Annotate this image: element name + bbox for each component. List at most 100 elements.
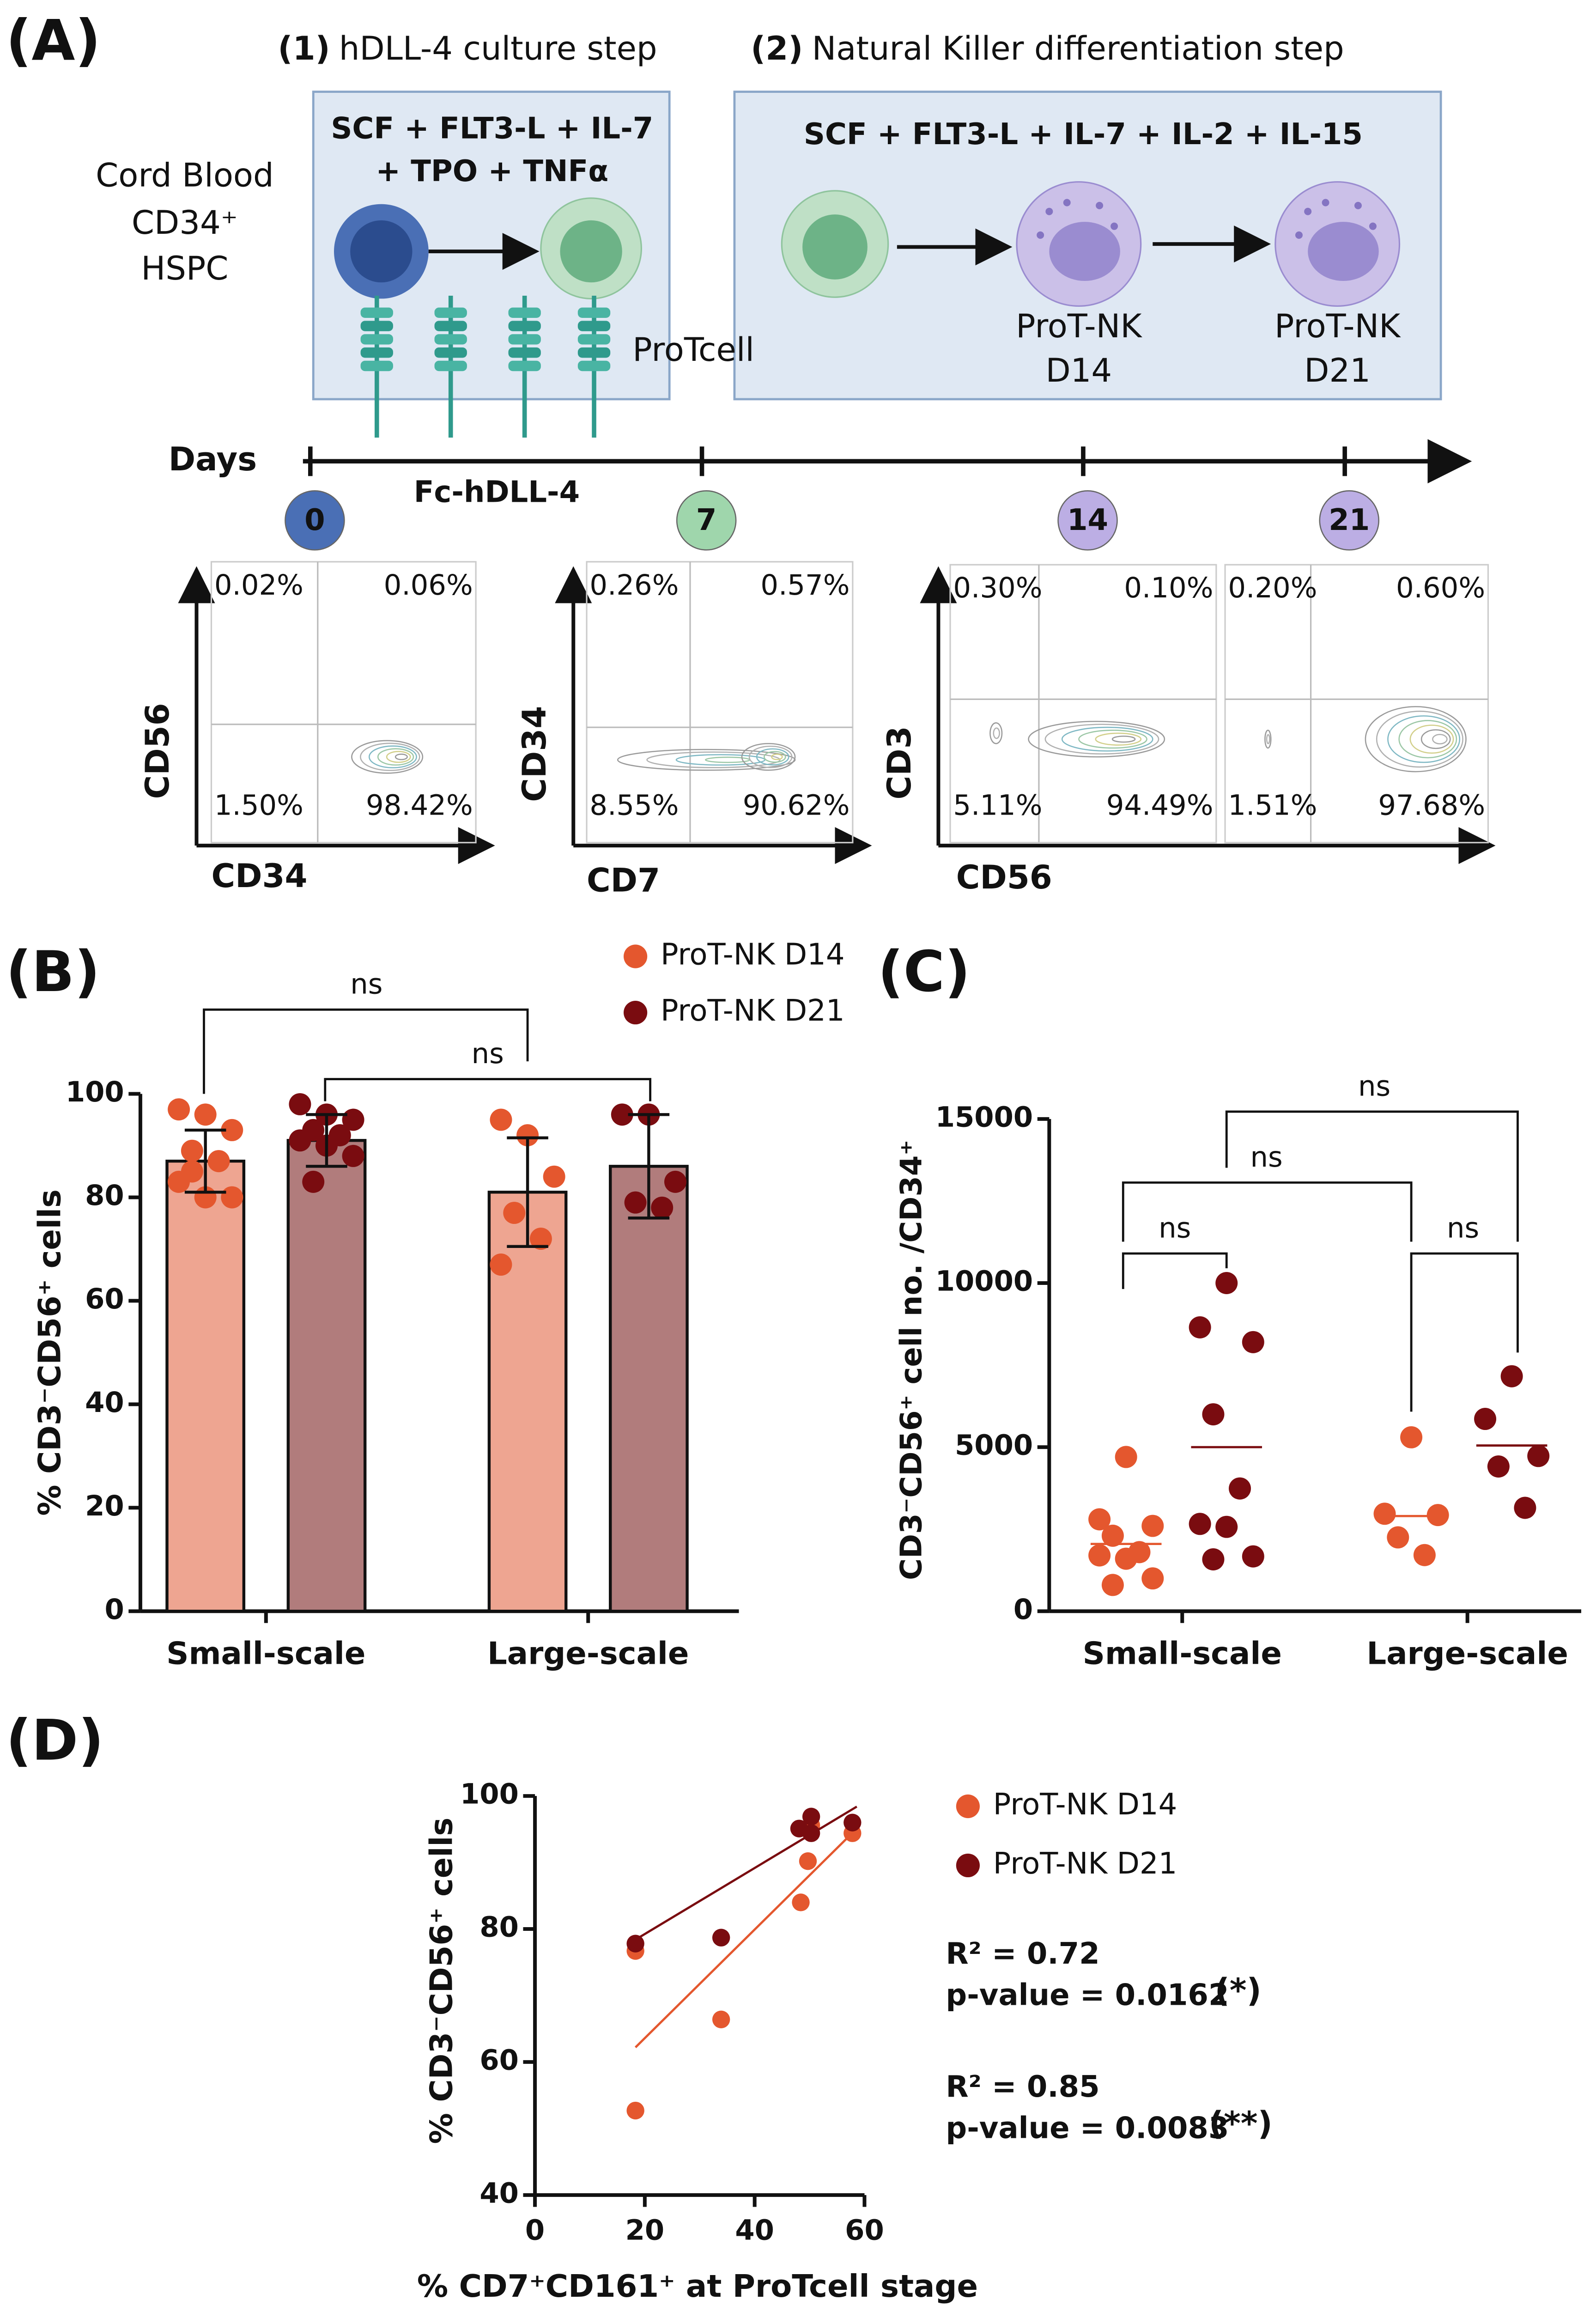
data-point: [1115, 1547, 1137, 1570]
significance-label: (*): [1215, 1971, 1262, 2009]
panel-label: (A): [6, 7, 101, 73]
day-label: 14: [1067, 503, 1108, 537]
granule: [1045, 207, 1053, 215]
data-point: [1514, 1497, 1536, 1519]
data-point: [1242, 1545, 1264, 1568]
panel-label: (D): [6, 1707, 104, 1773]
data-point: [799, 1852, 817, 1870]
bar: [609, 1165, 689, 1613]
contour: [1376, 711, 1463, 768]
data-point: [490, 1108, 512, 1131]
data-point: [1400, 1426, 1423, 1448]
quadrant-value: 0.06%: [384, 569, 473, 602]
data-point: [1202, 1403, 1225, 1426]
data-point: [1487, 1455, 1510, 1478]
x-tick-label: 60: [845, 2214, 884, 2246]
legend-label: ProT-NK D21: [661, 994, 845, 1028]
quadrant-value: 0.20%: [1228, 572, 1317, 604]
contour: [1420, 729, 1451, 749]
data-point: [1088, 1544, 1111, 1567]
contour: [993, 727, 1000, 739]
receptor-domain: [577, 347, 611, 358]
y-axis-label: % CD3⁻CD56⁺ cells: [423, 1818, 459, 2144]
data-point: [1215, 1272, 1238, 1295]
data-point: [1373, 1503, 1396, 1525]
quadrant-value: 0.02%: [214, 569, 303, 602]
y-tick-label: 100: [66, 1076, 124, 1108]
quadrant-value: 5.11%: [953, 790, 1042, 822]
data-point: [1242, 1331, 1264, 1353]
regression-line: [634, 1827, 858, 2048]
contour: [1078, 730, 1147, 749]
data-point: [503, 1202, 526, 1224]
data-point: [712, 2010, 730, 2028]
nucleus: [1308, 222, 1379, 281]
cell-label: ProTcell: [632, 331, 754, 369]
data-point: [490, 1253, 512, 1276]
legend-label: ProT-NK D14: [993, 1788, 1177, 1822]
data-point: [611, 1103, 633, 1126]
contour: [1266, 734, 1270, 744]
y-tick-label: 80: [85, 1180, 124, 1212]
legend-label: ProT-NK D14: [661, 938, 845, 972]
day-marker: [1057, 490, 1118, 551]
contour: [1095, 732, 1142, 746]
contour: [1264, 730, 1272, 749]
receptor-domain: [508, 360, 541, 371]
step-number: (2): [751, 30, 803, 67]
receptor-domain: [360, 360, 393, 371]
data-point: [543, 1165, 565, 1188]
significance-label: ns: [472, 1038, 504, 1070]
bar: [165, 1159, 246, 1613]
error-bar: [507, 1136, 548, 1248]
receptor-domain: [508, 321, 541, 331]
contour: [675, 754, 766, 766]
nucleus: [560, 220, 622, 283]
data-point: [651, 1196, 674, 1219]
y-tick-label: 0: [104, 1594, 124, 1626]
source-label: CD34⁺: [132, 204, 238, 242]
y-tick-label: 40: [85, 1387, 124, 1419]
data-point: [289, 1093, 311, 1115]
day-marker: [285, 490, 345, 551]
error-bar: [184, 1128, 226, 1194]
receptor-domain: [508, 334, 541, 345]
y-tick-label: 0: [1013, 1594, 1033, 1626]
legend-marker: [956, 1794, 980, 1819]
r-squared: R² = 0.85: [946, 2070, 1099, 2104]
contour: [1409, 724, 1454, 754]
panel-label: (C): [878, 939, 970, 1004]
granule: [1037, 231, 1044, 239]
y-tick-label: 60: [85, 1283, 124, 1315]
quadrant-value: 0.26%: [589, 569, 679, 602]
quadrant-value: 1.50%: [214, 790, 303, 822]
plot-frame: [1224, 564, 1489, 844]
data-point: [626, 1935, 644, 1953]
y-tick-label: 5000: [955, 1430, 1033, 1462]
data-point: [1189, 1513, 1211, 1535]
receptor-domain: [360, 307, 393, 318]
p-value: p-value = 0.0162: [946, 1978, 1229, 2013]
step-label: Natural Killer differentiation step: [812, 30, 1344, 67]
granule: [1295, 231, 1303, 239]
data-point: [712, 1929, 730, 1947]
quadrant-value: 0.30%: [953, 572, 1042, 604]
receptor-domain: [577, 360, 611, 371]
data-point: [1189, 1316, 1211, 1339]
significance-bracket: [1410, 1252, 1519, 1412]
y-tick-label: 40: [479, 2177, 519, 2209]
receptor-domain: [577, 307, 611, 318]
significance-bracket: [1225, 1110, 1519, 1242]
data-point: [1141, 1567, 1164, 1590]
data-point: [802, 1824, 820, 1842]
cytokines: SCF + FLT3-L + IL-7: [331, 111, 653, 146]
contour: [646, 751, 781, 768]
data-point: [168, 1098, 190, 1121]
contour: [1061, 726, 1153, 752]
contour: [741, 743, 796, 771]
data-point: [1088, 1508, 1111, 1531]
quadrant-value: 90.62%: [743, 790, 850, 822]
data-point: [302, 1170, 325, 1193]
data-point: [516, 1124, 539, 1147]
x-tick-label: 20: [625, 2214, 665, 2246]
